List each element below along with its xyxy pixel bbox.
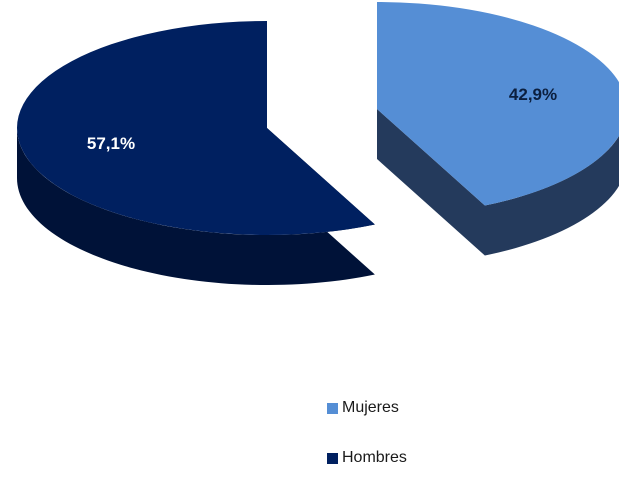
pie-slice-side-mujeres <box>377 109 619 256</box>
legend-label-mujeres: Mujeres <box>342 399 399 416</box>
pie-slice-hombres <box>17 21 375 235</box>
data-label-hombres: 57,1% <box>87 134 135 153</box>
legend-item-hombres: Hombres <box>327 445 407 471</box>
legend-item-mujeres: Mujeres <box>327 395 407 421</box>
data-label-mujeres: 42,9% <box>509 85 557 104</box>
pie-chart: 42,9% 57,1% <box>17 2 619 285</box>
chart-legend: Mujeres Hombres <box>327 395 407 495</box>
pie-slice-mujeres <box>377 2 619 206</box>
legend-label-hombres: Hombres <box>342 449 407 466</box>
legend-swatch-mujeres <box>327 402 338 414</box>
legend-swatch-hombres <box>327 452 338 464</box>
